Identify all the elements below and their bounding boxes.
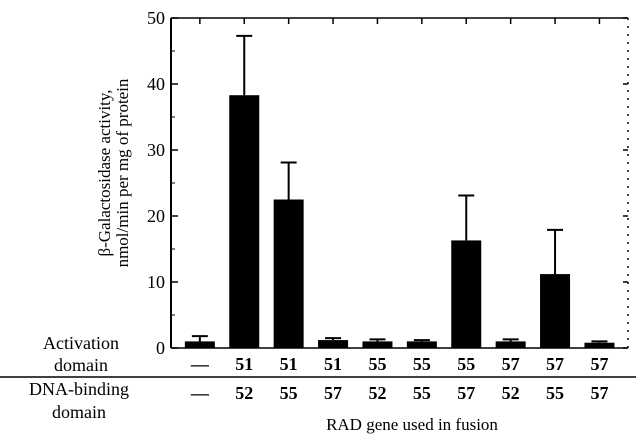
y-tick-label: 10	[147, 272, 165, 292]
bars	[184, 34, 615, 348]
bar	[495, 341, 526, 348]
activation-domain-value: 51	[280, 354, 298, 374]
dna-binding-domain-value: 52	[368, 383, 386, 403]
bar	[229, 95, 260, 348]
y-axis-title: β-Galactosidase activity, nmol/min per m…	[95, 78, 132, 267]
bar	[540, 274, 571, 348]
bar	[318, 340, 349, 348]
dna-binding-domain-value: —	[190, 383, 210, 403]
activation-domain-value: 57	[546, 354, 564, 374]
y-axis-ticks: 0 10 20 30 40 50	[147, 8, 628, 358]
dna-binding-domain-value: 52	[235, 383, 253, 403]
y-tick-label: 40	[147, 74, 165, 94]
y-tick-label: 0	[156, 338, 165, 358]
dna-binding-domain-value: 55	[280, 383, 298, 403]
activation-domain-value: 55	[413, 354, 431, 374]
dna-binding-domain-label-line2: domain	[52, 402, 106, 422]
category-labels: — — 51 52 51 55 51 57 55 52 55 55 55 57 57 52 57 55 57 57	[190, 354, 609, 403]
activation-domain-value: —	[190, 354, 210, 374]
activation-domain-value: 51	[324, 354, 342, 374]
activation-domain-value: 55	[457, 354, 475, 374]
y-tick-label: 30	[147, 140, 165, 160]
bar	[406, 341, 437, 348]
x-axis-title: RAD gene used in fusion	[326, 415, 498, 434]
dna-binding-domain-value: 57	[324, 383, 342, 403]
activation-domain-label-line1: Activation	[43, 333, 119, 353]
activation-domain-value: 55	[368, 354, 386, 374]
dna-binding-domain-value: 55	[546, 383, 564, 403]
bar	[584, 342, 615, 348]
dna-binding-domain-value: 55	[413, 383, 431, 403]
activation-domain-value: 57	[502, 354, 520, 374]
y-tick-label: 20	[147, 206, 165, 226]
bar	[362, 341, 393, 348]
bar	[273, 199, 304, 348]
y-tick-label: 50	[147, 8, 165, 28]
dna-binding-domain-value: 57	[590, 383, 608, 403]
y-axis-title-line1: β-Galactosidase activity,	[95, 89, 114, 256]
activation-domain-value: 57	[590, 354, 608, 374]
activation-domain-label-line2: domain	[54, 355, 108, 375]
dna-binding-domain-value: 52	[502, 383, 520, 403]
dna-binding-domain-value: 57	[457, 383, 475, 403]
y-axis-title-line2: nmol/min per mg of protein	[113, 78, 132, 267]
dna-binding-domain-label-line1: DNA-binding	[29, 379, 129, 399]
bar	[451, 240, 482, 348]
activation-domain-value: 51	[235, 354, 253, 374]
bar	[184, 341, 215, 348]
